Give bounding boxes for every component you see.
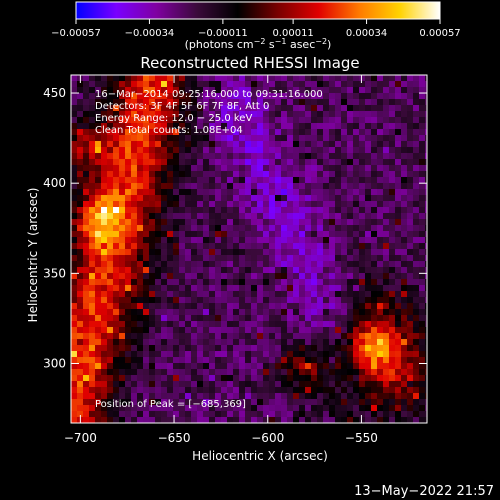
y-axis-ticks: 300 350 400 450 — [43, 86, 427, 370]
y-tick-label-3: 450 — [43, 86, 66, 100]
colorbar-tick-label-5: 0.00057 — [419, 28, 460, 39]
annotation-clean-counts: Clean Total counts: 1.08E+04 — [95, 125, 243, 136]
colorbar — [75, 1, 441, 20]
y-tick-label-1: 350 — [43, 266, 66, 280]
annotation-energy-range: Energy Range: 12.0 − 25.0 keV — [95, 113, 252, 124]
x-tick-label-1: −650 — [158, 431, 191, 445]
x-tick-label-0: −700 — [64, 431, 97, 445]
x-tick-label-3: −550 — [345, 431, 378, 445]
x-axis-ticks: −700 −650 −600 −550 — [64, 75, 378, 445]
colorbar-tick-label-0: −0.00057 — [51, 28, 101, 39]
footer-timestamp: 13−May−2022 21:57 — [354, 484, 494, 499]
annotation-block: 16−Mar−2014 09:25:16.000 to 09:31:16.000… — [95, 89, 323, 136]
y-tick-label-0: 300 — [43, 356, 66, 370]
y-tick-label-2: 400 — [43, 176, 66, 190]
colorbar-tick-label-3: 0.00011 — [272, 28, 313, 39]
peak-position-label: Position of Peak = [−685,369] — [95, 399, 246, 410]
chart-title: Reconstructed RHESSI Image — [140, 54, 359, 72]
colorbar-tick-label-2: −0.00011 — [198, 28, 248, 39]
colorbar-unit-label: (photons cm−2 s−1 asec−2) — [185, 37, 332, 51]
colorbar-tick-label-4: 0.00034 — [346, 28, 387, 39]
annotation-detectors: Detectors: 3F 4F 5F 6F 7F 8F, Att 0 — [95, 101, 269, 112]
annotation-time-range: 16−Mar−2014 09:25:16.000 to 09:31:16.000 — [95, 89, 323, 100]
x-axis-label: Heliocentric X (arcsec) — [192, 449, 328, 463]
colorbar-tick-label-1: −0.00034 — [125, 28, 175, 39]
heatmap-image — [71, 75, 427, 423]
plot-frame — [70, 74, 428, 424]
x-tick-label-2: −600 — [251, 431, 284, 445]
colorbar-ticks: −0.00057 −0.00034 −0.00011 0.00011 0.00034 0.… — [51, 19, 461, 39]
y-axis-label: Heliocentric Y (arcsec) — [26, 188, 40, 323]
